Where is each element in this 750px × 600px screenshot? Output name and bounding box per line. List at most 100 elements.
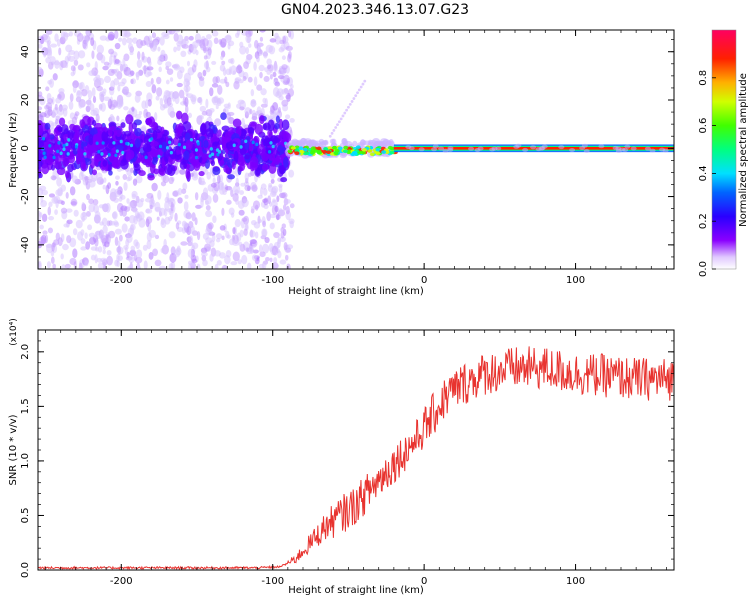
heatmap-cell bbox=[47, 206, 52, 216]
heatmap-cell bbox=[381, 150, 387, 154]
heatmap-cell bbox=[180, 50, 187, 58]
heatmap-cell bbox=[222, 265, 227, 269]
heatmap-cell bbox=[42, 151, 46, 156]
snr-y-axis: 0.0 0.5 1.0 1.5 2.0 bbox=[20, 340, 674, 578]
heatmap-cell bbox=[57, 237, 63, 247]
heatmap-cell bbox=[194, 148, 199, 152]
heatmap-cell bbox=[156, 216, 160, 221]
heatmap-cell bbox=[96, 44, 105, 54]
heatmap-cell bbox=[39, 185, 47, 191]
y-tick-label: 1.5 bbox=[20, 398, 31, 414]
heatmap-cell bbox=[130, 245, 136, 252]
heatmap-cell bbox=[240, 182, 246, 187]
heatmap-cell bbox=[249, 239, 257, 245]
heatmap-cell bbox=[53, 144, 60, 151]
heatmap-cell bbox=[251, 254, 258, 261]
heatmap-cell bbox=[181, 39, 189, 45]
heatmap-cell bbox=[153, 156, 158, 164]
snr-frame bbox=[37, 329, 675, 571]
heatmap-cell bbox=[262, 229, 267, 238]
heatmap-cell bbox=[122, 86, 129, 94]
heatmap-cell bbox=[112, 162, 121, 168]
heatmap-cell bbox=[65, 192, 69, 199]
heatmap-cell bbox=[106, 249, 112, 256]
heatmap-cell bbox=[251, 184, 258, 192]
heatmap-cell bbox=[95, 141, 99, 146]
x-tick-label: 0 bbox=[421, 275, 427, 286]
heatmap-cell bbox=[92, 95, 97, 104]
heatmap-cell bbox=[345, 108, 349, 112]
heatmap-cell bbox=[177, 197, 183, 204]
heatmap-cell bbox=[172, 137, 179, 146]
heatmap-cell bbox=[662, 148, 669, 153]
heatmap-cell bbox=[149, 40, 154, 49]
heatmap-cell bbox=[163, 238, 167, 249]
heatmap-cell bbox=[203, 55, 208, 60]
heatmap-cell bbox=[274, 81, 281, 87]
heatmap-cell bbox=[278, 118, 284, 131]
heatmap-cell bbox=[232, 227, 236, 235]
heatmap-cell bbox=[201, 160, 206, 167]
heatmap-cell bbox=[117, 240, 121, 247]
heatmap-cell bbox=[182, 145, 187, 150]
heatmap-cell bbox=[248, 43, 252, 48]
heatmap-cell bbox=[221, 125, 230, 132]
heatmap-cell bbox=[522, 147, 529, 152]
heatmap-cell bbox=[182, 96, 187, 105]
heatmap-cell bbox=[116, 253, 120, 263]
heatmap-cell bbox=[447, 146, 454, 151]
heatmap-cell bbox=[68, 101, 74, 110]
heatmap-cell bbox=[70, 198, 78, 207]
colorbar-tick-label: 0.4 bbox=[698, 165, 709, 181]
heatmap-cell bbox=[194, 155, 199, 160]
heatmap-cell bbox=[103, 61, 110, 66]
heatmap-cell bbox=[257, 219, 263, 224]
colorbar-tick-label: 0.6 bbox=[698, 118, 709, 134]
heatmap-cell bbox=[253, 61, 257, 71]
heatmap-cell bbox=[38, 172, 43, 179]
heatmap-cell bbox=[224, 131, 232, 143]
heatmap-cell bbox=[173, 46, 177, 53]
heatmap-cell bbox=[78, 262, 83, 269]
heatmap-cell bbox=[257, 194, 263, 199]
heatmap-cell bbox=[288, 169, 295, 178]
heatmap-cell bbox=[347, 105, 350, 109]
heatmap-cell bbox=[100, 152, 104, 156]
heatmap-cell bbox=[221, 235, 225, 241]
heatmap-cell bbox=[73, 132, 79, 142]
heatmap-cell bbox=[121, 150, 125, 155]
heatmap-cell bbox=[50, 43, 58, 48]
heatmap-cell bbox=[102, 149, 108, 158]
heatmap-cell bbox=[179, 161, 188, 170]
heatmap-cell bbox=[259, 36, 263, 42]
heatmap-cell bbox=[367, 149, 373, 153]
heatmap-cell bbox=[285, 205, 290, 215]
heatmap-cell bbox=[108, 170, 113, 176]
heatmap-cell bbox=[65, 44, 73, 53]
heatmap-cell bbox=[41, 136, 46, 141]
heatmap-cell bbox=[214, 250, 221, 257]
heatmap-cell bbox=[129, 70, 135, 76]
heatmap-cell bbox=[247, 262, 252, 269]
heatmap-cell bbox=[210, 159, 215, 167]
heatmap-cell bbox=[237, 259, 242, 265]
heatmap-cell bbox=[157, 189, 162, 200]
heatmap-cell bbox=[54, 59, 60, 70]
heatmap-cell bbox=[155, 95, 160, 101]
heatmap-cell bbox=[201, 110, 208, 116]
heatmap-cell bbox=[215, 233, 223, 240]
heatmap-cell bbox=[87, 98, 92, 108]
heatmap-cell bbox=[78, 98, 83, 109]
heatmap-cell bbox=[74, 111, 80, 117]
heatmap-cell bbox=[84, 232, 88, 239]
heatmap-cell bbox=[145, 80, 152, 88]
heatmap-cell bbox=[263, 204, 269, 210]
heatmap-cell bbox=[310, 146, 316, 151]
heatmap-cell bbox=[147, 98, 152, 107]
heatmap-cell bbox=[118, 37, 123, 42]
heatmap-cell bbox=[52, 73, 58, 81]
heatmap-cell bbox=[314, 140, 322, 146]
heatmap-cell bbox=[247, 76, 253, 83]
heatmap-cell bbox=[205, 33, 212, 40]
heatmap-cell bbox=[385, 140, 392, 147]
